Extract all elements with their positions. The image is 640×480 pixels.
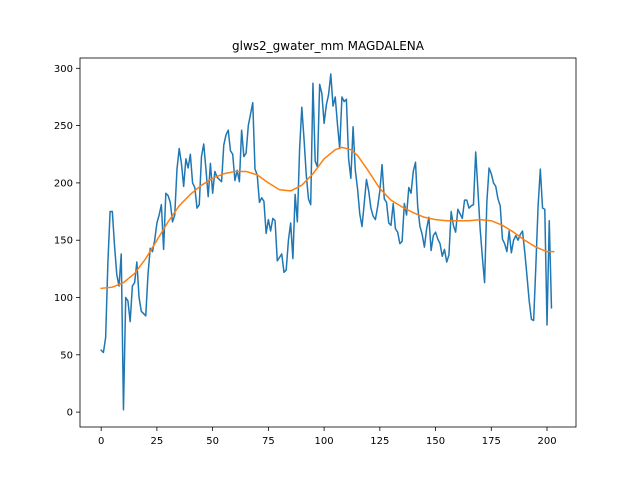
x-tick-label: 75 (262, 436, 275, 447)
y-tick-label: 200 (54, 178, 73, 189)
y-axis: 0 50 100 150 200 250 300 (54, 64, 80, 419)
series-layer (100, 73, 555, 411)
x-tick-label: 100 (315, 436, 334, 447)
y-tick-label: 100 (54, 293, 73, 304)
y-tick-label: 50 (60, 350, 73, 361)
series-line-smoothed (100, 146, 555, 290)
x-tick-label: 150 (426, 436, 445, 447)
chart-title: glws2_gwater_mm MAGDALENA (232, 39, 425, 53)
x-axis: 0 25 50 75 100 125 150 175 200 (98, 427, 557, 447)
x-tick-label: 25 (151, 436, 164, 447)
y-tick-label: 300 (54, 64, 73, 75)
y-tick-label: 0 (67, 408, 73, 419)
x-tick-label: 0 (98, 436, 104, 447)
x-tick-label: 125 (370, 436, 389, 447)
y-tick-label: 150 (54, 236, 73, 247)
series-line-raw (100, 73, 553, 411)
y-tick-label: 250 (54, 121, 73, 132)
x-tick-label: 200 (537, 436, 556, 447)
x-tick-label: 175 (482, 436, 501, 447)
x-tick-label: 50 (206, 436, 219, 447)
axes-frame (79, 57, 577, 428)
